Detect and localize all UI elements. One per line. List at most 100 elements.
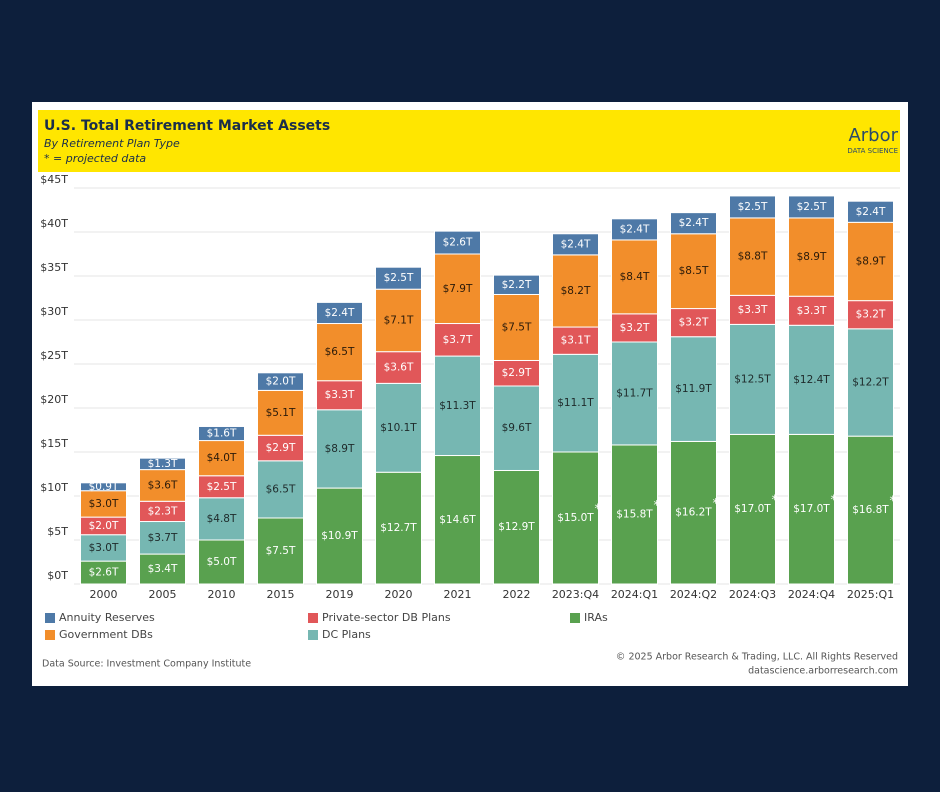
value-label: $11.7T	[616, 387, 653, 399]
x-tick-label: 2025:Q1	[847, 588, 894, 601]
legend-swatch	[308, 630, 318, 640]
bar-segment	[847, 200, 894, 223]
bar-segment	[198, 440, 245, 477]
value-label: $10.9T	[321, 530, 358, 542]
value-label: $2.0T	[266, 376, 296, 388]
source: Data Source: Investment Company Institut…	[42, 659, 251, 670]
bar-segment	[493, 469, 540, 585]
x-tick-label: 2024:Q4	[788, 588, 835, 601]
value-label: $5.1T	[266, 407, 296, 419]
y-tick-label: $40T	[40, 217, 68, 230]
bar-segment	[552, 451, 599, 585]
projected-marker: *	[890, 494, 896, 508]
x-tick-label: 2023:Q4	[552, 588, 599, 601]
value-label: $2.4T	[561, 238, 591, 250]
value-label: $2.2T	[502, 279, 532, 291]
value-label: $3.7T	[443, 334, 473, 346]
y-tick-label: $30T	[40, 305, 68, 318]
bar-segment	[139, 457, 186, 471]
value-label: $1.3T	[148, 458, 178, 470]
y-tick-label: $10T	[40, 481, 68, 494]
legend-label: Private-sector DB Plans	[322, 611, 451, 624]
website: datascience.arborresearch.com	[748, 666, 898, 677]
value-label: $8.4T	[620, 271, 650, 283]
value-label: $2.5T	[207, 481, 237, 493]
value-label: $0.9T	[89, 481, 119, 493]
bar-segment	[847, 328, 894, 437]
bar-segment	[847, 300, 894, 330]
value-label: $2.6T	[443, 237, 473, 249]
bar-segment	[257, 434, 304, 462]
subtitle: By Retirement Plan Type	[44, 137, 180, 150]
y-tick-label: $25T	[40, 349, 68, 362]
value-label: $2.5T	[384, 272, 414, 284]
projected-marker: *	[772, 493, 778, 507]
value-label: $3.1T	[561, 335, 591, 347]
bar-segment	[611, 239, 658, 315]
value-label: $3.3T	[325, 389, 355, 401]
projected-marker: *	[595, 502, 601, 516]
x-tick-label: 2024:Q3	[729, 588, 776, 601]
value-label: $3.3T	[797, 305, 827, 317]
value-label: $12.2T	[852, 376, 889, 388]
bar-segment	[316, 323, 363, 382]
logo: Arbor	[848, 125, 898, 146]
bar-segment	[729, 323, 776, 435]
value-label: $3.4T	[148, 563, 178, 575]
x-tick-label: 2024:Q2	[670, 588, 717, 601]
y-tick-label: $20T	[40, 393, 68, 406]
value-label: $12.9T	[498, 521, 535, 533]
bar-segment	[375, 266, 422, 290]
legend-swatch	[45, 613, 55, 623]
bar-segment	[434, 253, 481, 325]
value-label: $2.9T	[502, 367, 532, 379]
bar-segment	[316, 487, 363, 585]
x-tick-label: 2024:Q1	[611, 588, 658, 601]
bar-segment	[788, 324, 835, 435]
value-label: $11.3T	[439, 400, 476, 412]
bar-segment	[198, 425, 245, 442]
value-label: $10.1T	[380, 422, 417, 434]
bar-segment	[493, 359, 540, 387]
bar-segment	[729, 294, 776, 325]
value-label: $3.6T	[384, 362, 414, 374]
x-tick-label: 2010	[208, 588, 236, 601]
logo-sub: DATA SCIENCE	[847, 147, 898, 155]
value-label: $8.9T	[797, 251, 827, 263]
value-label: $12.5T	[734, 373, 771, 385]
value-label: $3.2T	[620, 322, 650, 334]
value-label: $3.0T	[89, 542, 119, 554]
value-label: $11.1T	[557, 397, 594, 409]
value-label: $2.0T	[89, 520, 119, 532]
value-label: $15.0T	[557, 512, 594, 524]
value-label: $2.3T	[148, 505, 178, 517]
bar-segment	[788, 433, 835, 585]
y-tick-label: $15T	[40, 437, 68, 450]
legend-label: Government DBs	[59, 628, 153, 641]
bar-segment	[257, 389, 304, 436]
value-label: $3.7T	[148, 532, 178, 544]
bar-segment	[847, 435, 894, 585]
bar-segment	[611, 218, 658, 241]
value-label: $7.9T	[443, 283, 473, 295]
bar-segment	[375, 288, 422, 353]
x-tick-label: 2020	[385, 588, 413, 601]
value-label: $8.8T	[738, 251, 768, 263]
x-tick-label: 2021	[444, 588, 472, 601]
value-label: $4.8T	[207, 513, 237, 525]
y-tick-label: $45T	[40, 173, 68, 186]
copyright: © 2025 Arbor Research & Trading, LLC. Al…	[616, 652, 898, 663]
legend-label: IRAs	[584, 611, 608, 624]
bar-segment	[611, 313, 658, 343]
value-label: $7.1T	[384, 314, 414, 326]
value-label: $15.8T	[616, 508, 653, 520]
bar-segment	[139, 553, 186, 585]
value-label: $8.9T	[325, 443, 355, 455]
bar-segment	[139, 469, 186, 502]
bar-segment	[611, 341, 658, 446]
bar-segment	[493, 274, 540, 295]
value-label: $3.3T	[738, 304, 768, 316]
value-label: $17.0T	[734, 503, 771, 515]
value-label: $7.5T	[502, 321, 532, 333]
